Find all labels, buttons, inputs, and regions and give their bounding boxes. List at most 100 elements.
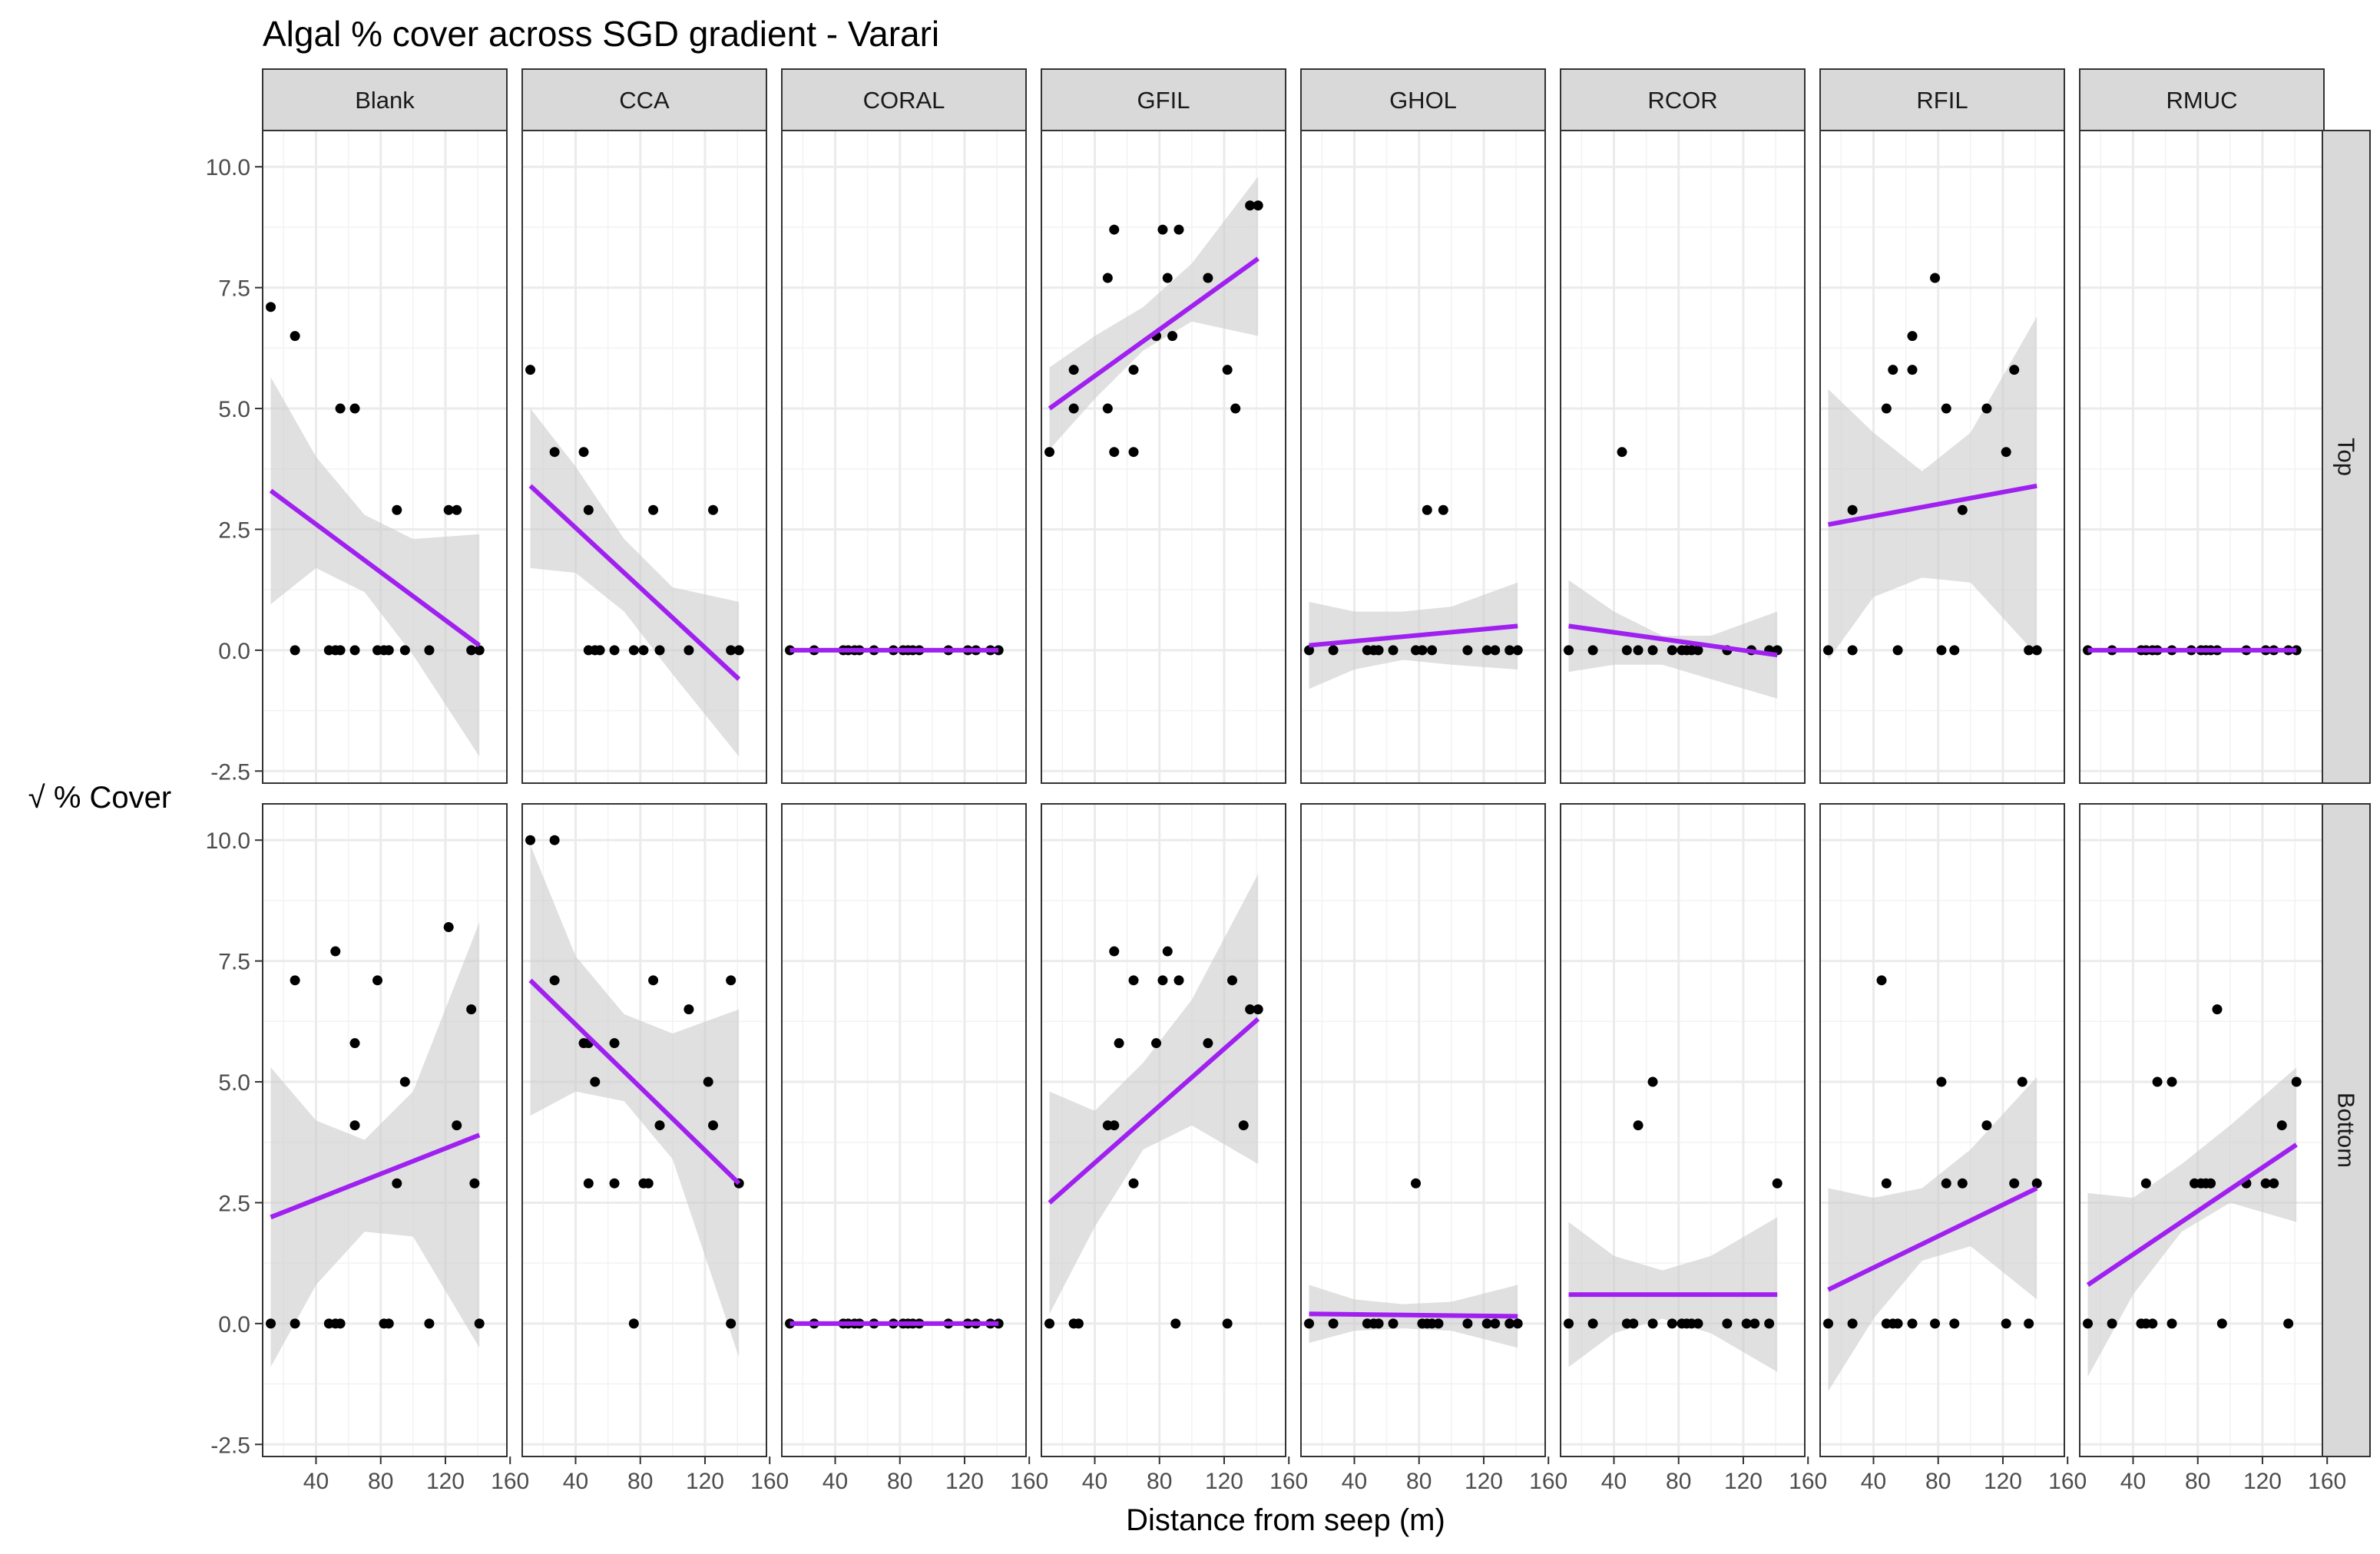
data-point xyxy=(1203,273,1213,283)
y-tick-label: -2.5 xyxy=(210,759,250,785)
data-point xyxy=(1621,645,1632,656)
x-tick-label: 160 xyxy=(1010,1469,1048,1494)
data-point xyxy=(654,1120,665,1131)
data-point xyxy=(452,1120,462,1131)
data-point xyxy=(2260,1178,2271,1189)
data-point xyxy=(1490,1318,1501,1329)
data-point xyxy=(1587,1318,1598,1329)
data-point xyxy=(1564,1318,1574,1329)
panel-plot-area xyxy=(1561,804,1805,1456)
data-point xyxy=(1109,1120,1120,1131)
panel-border xyxy=(521,803,767,1457)
data-point xyxy=(1949,1318,1960,1329)
data-point xyxy=(549,835,560,845)
regression-line xyxy=(1309,1311,1518,1319)
data-point xyxy=(443,922,454,933)
data-point xyxy=(684,645,694,656)
data-point xyxy=(578,447,589,458)
data-point xyxy=(466,645,477,656)
panel-plot-area xyxy=(263,131,507,783)
confidence-ribbon xyxy=(1049,874,1259,1314)
panel-border xyxy=(262,803,508,1457)
data-point xyxy=(1173,975,1184,986)
strip-label: GFIL xyxy=(1137,87,1190,114)
data-point xyxy=(1068,403,1079,414)
data-point xyxy=(2152,1076,2163,1087)
data-point xyxy=(549,975,560,986)
data-point xyxy=(266,302,276,312)
data-point xyxy=(1647,1076,1658,1087)
panel-top-coral xyxy=(781,130,1027,784)
panel-background xyxy=(1301,131,1545,783)
data-point xyxy=(1957,504,1968,515)
panel-plot-area xyxy=(1301,131,1545,783)
data-point xyxy=(1693,1318,1703,1329)
data-point xyxy=(1823,645,1834,656)
data-point xyxy=(335,403,346,414)
data-point xyxy=(1427,645,1438,656)
data-point xyxy=(648,975,659,986)
data-point xyxy=(726,645,737,656)
data-point xyxy=(469,1178,480,1189)
data-point xyxy=(1667,645,1677,656)
data-point xyxy=(1044,1318,1055,1329)
data-point xyxy=(1633,1120,1643,1131)
data-point xyxy=(1772,1178,1783,1189)
data-point xyxy=(452,504,462,515)
panel-plot-area xyxy=(1041,131,1286,783)
data-point xyxy=(1981,403,1992,414)
x-tick-label: 160 xyxy=(491,1469,529,1494)
strip-background xyxy=(262,68,508,131)
data-point xyxy=(1647,1318,1658,1329)
data-point xyxy=(1633,645,1643,656)
data-point xyxy=(1907,1318,1918,1329)
x-axis-title: Distance from seep (m) xyxy=(1126,1503,1445,1537)
data-point xyxy=(609,1178,620,1189)
facet-panels: -2.5 0.0 2.5 5.0 7.5 10.0 40 80 120 160 -2.5 0.0 2.5… xyxy=(206,68,2371,1494)
facet-strip-top: Top xyxy=(2322,130,2371,784)
data-point xyxy=(1504,1318,1515,1329)
data-point xyxy=(643,1178,654,1189)
data-point xyxy=(1764,1318,1775,1329)
data-point xyxy=(266,1318,276,1329)
panel-top-cca xyxy=(521,130,767,784)
facet-strip-gfil: GFIL xyxy=(1041,68,1286,131)
data-point xyxy=(330,946,341,957)
facet-strip-coral: CORAL xyxy=(781,68,1027,131)
data-point xyxy=(1422,504,1432,515)
panel-plot-area xyxy=(1041,804,1286,1456)
x-tick-label: 40 xyxy=(823,1469,848,1494)
panel-plot-area xyxy=(1301,804,1545,1456)
data-point xyxy=(1512,1318,1523,1329)
data-point xyxy=(1930,273,1941,283)
data-point xyxy=(1504,645,1515,656)
x-tick-label: 160 xyxy=(1789,1469,1827,1494)
data-point xyxy=(1949,645,1960,656)
panel-top-rfil xyxy=(1819,130,2065,784)
strip-background xyxy=(1560,68,1806,131)
regression-line xyxy=(1309,623,1518,648)
confidence-ribbon xyxy=(1828,316,2037,660)
data-point xyxy=(392,504,402,515)
data-point xyxy=(525,835,536,845)
facet-strip-rcor: RCOR xyxy=(1560,68,1806,131)
x-tick-label: 120 xyxy=(686,1469,724,1494)
y-tick-label: 7.5 xyxy=(218,950,250,975)
chart-title: Algal % cover across SGD gradient - Vara… xyxy=(263,14,939,54)
panel-plot-area xyxy=(522,804,766,1456)
x-tick-label: 120 xyxy=(945,1469,984,1494)
data-point xyxy=(628,645,639,656)
data-point xyxy=(583,504,594,515)
x-tick-label: 80 xyxy=(627,1469,653,1494)
x-tick-label: 40 xyxy=(1082,1469,1107,1494)
data-point xyxy=(1253,200,1263,211)
data-point xyxy=(1417,645,1428,656)
data-point xyxy=(1128,365,1139,375)
regression-line xyxy=(1048,1017,1260,1205)
data-point xyxy=(1245,200,1256,211)
data-point xyxy=(2031,645,2042,656)
panel-top-rmuc xyxy=(2079,130,2325,784)
data-point xyxy=(1157,975,1168,986)
x-tick-label: 160 xyxy=(1529,1469,1567,1494)
data-point xyxy=(383,645,394,656)
